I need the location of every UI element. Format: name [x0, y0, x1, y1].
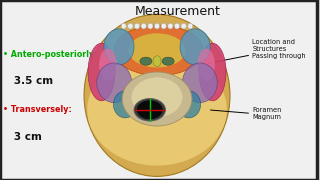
Ellipse shape: [177, 91, 201, 118]
Ellipse shape: [162, 57, 174, 65]
Ellipse shape: [153, 56, 161, 67]
Ellipse shape: [97, 63, 132, 103]
Text: • Transversely:: • Transversely:: [3, 105, 72, 114]
Ellipse shape: [154, 23, 160, 29]
Ellipse shape: [132, 77, 182, 117]
Ellipse shape: [128, 33, 186, 68]
Ellipse shape: [141, 23, 146, 29]
Ellipse shape: [121, 23, 126, 29]
Text: Foramen
Magnum: Foramen Magnum: [252, 107, 282, 120]
Text: Location and
Structures
Passing through: Location and Structures Passing through: [252, 39, 306, 59]
Ellipse shape: [134, 23, 140, 29]
Ellipse shape: [140, 57, 152, 65]
Ellipse shape: [113, 91, 137, 118]
Ellipse shape: [87, 54, 227, 166]
Ellipse shape: [88, 43, 115, 101]
Text: 3.5 cm: 3.5 cm: [3, 76, 53, 86]
Ellipse shape: [128, 23, 133, 29]
Ellipse shape: [114, 25, 203, 76]
Ellipse shape: [188, 23, 193, 29]
Ellipse shape: [180, 29, 210, 65]
Text: • Antero-posteriorly:: • Antero-posteriorly:: [3, 50, 98, 59]
Ellipse shape: [174, 23, 180, 29]
Ellipse shape: [168, 23, 173, 29]
Ellipse shape: [197, 49, 215, 81]
Ellipse shape: [161, 23, 166, 29]
Ellipse shape: [148, 23, 153, 29]
Text: 3 cm: 3 cm: [3, 132, 42, 142]
Ellipse shape: [104, 29, 134, 65]
Ellipse shape: [99, 49, 116, 81]
Ellipse shape: [134, 99, 165, 121]
Text: Measurement: Measurement: [135, 5, 220, 18]
Ellipse shape: [136, 100, 163, 120]
Ellipse shape: [182, 63, 217, 103]
Ellipse shape: [181, 23, 186, 29]
Ellipse shape: [84, 14, 230, 176]
Ellipse shape: [199, 43, 226, 101]
Ellipse shape: [122, 72, 192, 126]
